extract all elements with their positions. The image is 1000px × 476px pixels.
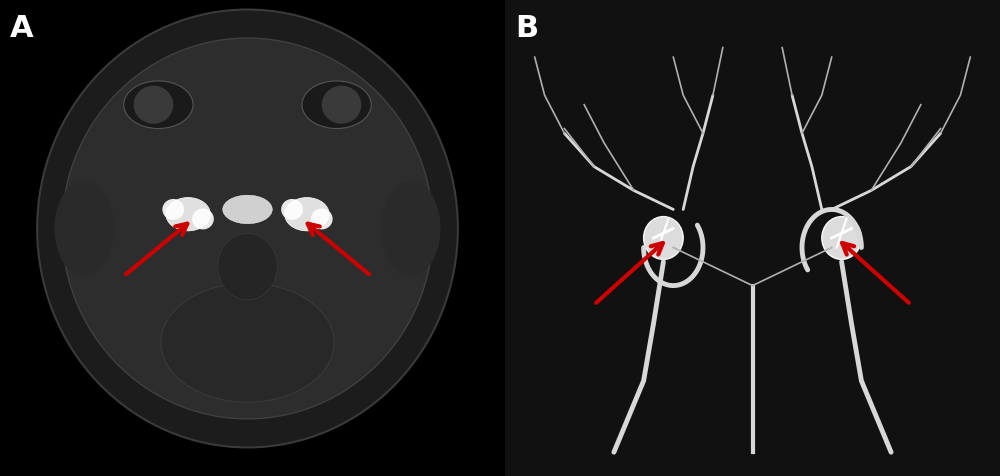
Ellipse shape bbox=[644, 217, 683, 259]
Ellipse shape bbox=[302, 81, 371, 129]
Circle shape bbox=[162, 199, 184, 220]
Ellipse shape bbox=[285, 198, 329, 231]
Circle shape bbox=[134, 86, 173, 124]
Circle shape bbox=[322, 86, 361, 124]
Ellipse shape bbox=[37, 10, 458, 447]
Text: A: A bbox=[10, 14, 34, 43]
Ellipse shape bbox=[161, 283, 334, 402]
Circle shape bbox=[311, 208, 333, 229]
Ellipse shape bbox=[54, 181, 114, 276]
Circle shape bbox=[281, 199, 303, 220]
Ellipse shape bbox=[381, 181, 441, 276]
Circle shape bbox=[192, 208, 214, 229]
Text: B: B bbox=[515, 14, 538, 43]
Ellipse shape bbox=[218, 233, 277, 300]
Ellipse shape bbox=[124, 81, 193, 129]
Ellipse shape bbox=[822, 217, 861, 259]
Ellipse shape bbox=[166, 198, 210, 231]
Ellipse shape bbox=[223, 195, 272, 224]
Ellipse shape bbox=[62, 38, 433, 419]
